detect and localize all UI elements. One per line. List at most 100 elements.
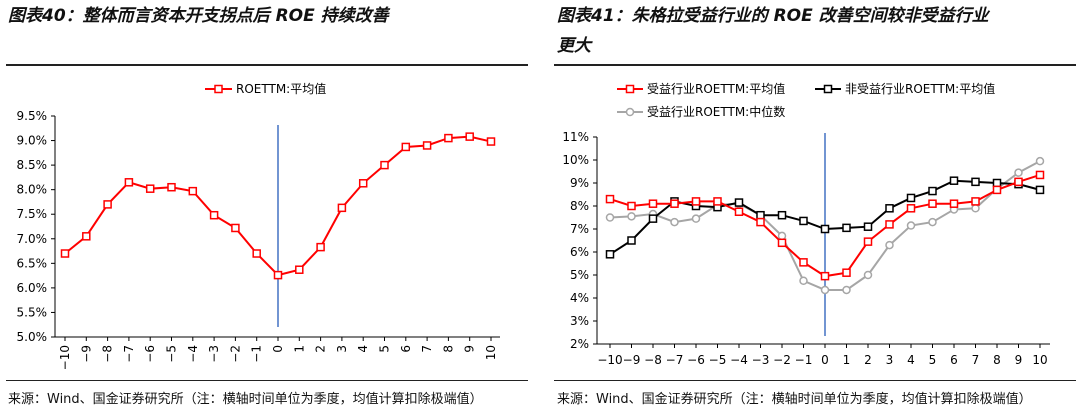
right-source-rule <box>554 380 1076 381</box>
right-y-tick-label: 9% <box>570 176 589 190</box>
right-figure-title-line2: 更大 <box>557 36 591 56</box>
left-series-marker <box>124 178 134 187</box>
left-series-marker <box>209 210 219 220</box>
right-figure-title-line1: 图表41：朱格拉受益行业的 ROE 改善空间较非受益行业 <box>557 6 989 26</box>
right-series-marker-0 <box>713 197 722 206</box>
right-series-marker-0 <box>906 204 916 213</box>
right-series-marker-0 <box>842 268 851 277</box>
left-x-tick-label: −10 <box>58 345 72 370</box>
right-series-marker-1 <box>1035 185 1045 195</box>
left-series-marker <box>167 182 176 192</box>
left-x-tick-label: 2 <box>314 345 328 353</box>
left-series-marker <box>273 270 283 280</box>
right-legend-label-0: 受益行业ROETTM:平均值 <box>647 81 785 96</box>
left-legend-label: ROETTM:平均值 <box>236 81 326 96</box>
right-series-marker-2 <box>670 217 679 227</box>
right-series-marker-2 <box>928 217 937 227</box>
right-x-tick-label: 3 <box>886 353 894 367</box>
right-series-marker-2 <box>842 285 851 295</box>
right-series-marker-0 <box>799 258 808 267</box>
right-legend-marker-1 <box>823 84 833 94</box>
left-y-tick-label: 5.0% <box>17 330 48 344</box>
right-series-marker-0 <box>627 201 636 211</box>
left-x-tick-label: 6 <box>399 345 413 353</box>
right-x-tick-label: 5 <box>929 353 937 367</box>
left-source-note: 来源：Wind、国金证券研究所（注：横轴时间单位为季度，均值计算扣除极端值） <box>8 392 483 407</box>
right-x-tick-label: −4 <box>730 353 748 367</box>
right-series-marker-1 <box>842 223 851 233</box>
right-y-tick-label: 8% <box>570 199 589 213</box>
right-series-marker-2 <box>1035 156 1045 166</box>
right-legend-label-1: 非受益行业ROETTM:平均值 <box>845 81 995 96</box>
left-y-tick-label: 8.0% <box>17 183 48 197</box>
left-series-marker <box>486 137 496 146</box>
right-y-tick-label: 2% <box>570 337 589 351</box>
left-y-tick-label: 9.5% <box>17 109 48 123</box>
left-x-tick-label: 5 <box>378 345 392 353</box>
left-x-tick-label: −1 <box>250 345 264 363</box>
right-series-marker-0 <box>885 220 894 229</box>
left-y-tick-label: 7.0% <box>17 232 48 246</box>
right-series-marker-0 <box>949 199 959 208</box>
right-series-marker-0 <box>863 237 873 246</box>
left-title-rule <box>6 64 528 66</box>
right-x-tick-label: 0 <box>821 353 829 367</box>
left-y-tick-label: 8.5% <box>17 158 48 172</box>
right-series-marker-2 <box>627 212 636 221</box>
right-series-marker-0 <box>670 199 679 208</box>
left-x-tick-label: 4 <box>356 345 370 353</box>
left-legend: ROETTM:平均值 <box>205 81 326 96</box>
left-y-tick-label: 5.5% <box>17 305 48 319</box>
right-series-marker-0 <box>820 271 830 281</box>
right-series-marker-2 <box>885 240 894 250</box>
right-series-marker-1 <box>627 236 636 245</box>
right-legend-label-2: 受益行业ROETTM:中位数 <box>647 104 785 119</box>
right-legend-marker-2 <box>625 107 635 117</box>
right-series-marker-0 <box>1014 177 1023 187</box>
right-x-tick-label: −10 <box>597 353 622 367</box>
left-series-marker <box>380 160 389 170</box>
left-x-tick-label: −2 <box>228 345 242 363</box>
right-y-tick-label: 4% <box>570 291 589 305</box>
right-series-marker-0 <box>992 185 1002 195</box>
left-x-tick-label: −3 <box>207 345 221 363</box>
right-x-tick-label: 8 <box>993 353 1001 367</box>
right-series-marker-1 <box>734 198 744 207</box>
right-x-tick-label: −6 <box>687 353 705 367</box>
left-x-tick-label: 0 <box>271 345 285 353</box>
right-series-marker-2 <box>820 285 830 295</box>
left-x-tick-label: 1 <box>292 345 306 353</box>
right-series-marker-0 <box>971 197 980 206</box>
right-series-marker-0 <box>648 199 658 208</box>
right-series-marker-0 <box>605 194 615 204</box>
right-legend: 受益行业ROETTM:平均值 非受益行业ROETTM:平均值受益行业ROETTM:… <box>617 81 995 119</box>
right-series-marker-2 <box>691 214 701 223</box>
right-x-tick-label: −1 <box>795 353 813 367</box>
left-x-tick-label: −5 <box>165 345 179 363</box>
right-series-marker-1 <box>799 216 808 226</box>
right-series-marker-1 <box>863 222 873 231</box>
right-source-note: 来源：Wind、国金证券研究所（注：横轴时间单位为季度，均值计算扣除极端值） <box>557 392 1032 407</box>
left-series-marker <box>231 223 240 233</box>
left-series-marker <box>465 132 474 141</box>
right-series-marker-0 <box>1035 170 1045 180</box>
right-legend-marker-0 <box>625 84 635 94</box>
left-x-tick-label: −4 <box>186 345 200 363</box>
right-series-marker-1 <box>605 250 615 259</box>
left-series-marker <box>422 141 432 150</box>
left-x-tick-label: 10 <box>484 345 498 360</box>
left-x-tick-label: 8 <box>441 345 455 353</box>
left-series-marker <box>358 179 368 188</box>
left-x-tick-label: −8 <box>101 345 115 363</box>
left-y-tick-label: 7.5% <box>17 207 48 221</box>
right-x-tick-label: 10 <box>1032 353 1047 367</box>
right-series-marker-0 <box>734 207 744 216</box>
right-y-tick-label: 10% <box>562 153 589 167</box>
left-y-tick-label: 6.0% <box>17 281 48 295</box>
right-x-tick-label: 7 <box>972 353 980 367</box>
right-x-tick-label: 4 <box>907 353 915 367</box>
left-series-marker <box>316 242 325 252</box>
right-series-marker-1 <box>906 193 916 203</box>
left-y-tick-label: 6.5% <box>17 256 48 270</box>
right-y-tick-label: 7% <box>570 222 589 236</box>
